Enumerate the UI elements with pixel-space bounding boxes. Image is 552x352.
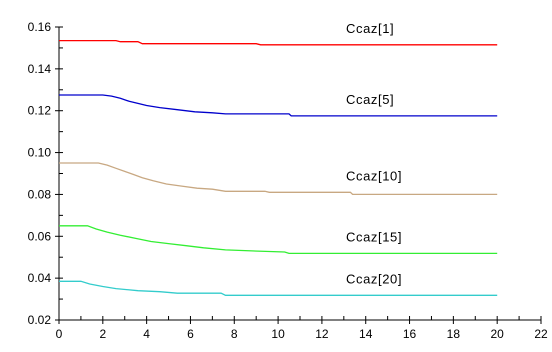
series-line <box>59 39 498 46</box>
series-line <box>59 225 498 255</box>
series-label: Ccaz[15] <box>346 229 402 244</box>
axes: 0.02 0.04 0.06 0.08 0.10 0.12 0.14 0.16 0 2 4 6 8 10 1… <box>28 20 548 341</box>
series-line <box>59 94 498 117</box>
x-tick-label: 6 <box>187 327 194 341</box>
y-tick-label: 0.08 <box>28 187 52 201</box>
series-lines <box>59 39 498 296</box>
x-tick-label: 14 <box>359 327 373 341</box>
x-tick-label: 18 <box>447 327 461 341</box>
x-tick-label: 8 <box>231 327 238 341</box>
series-label: Ccaz[5] <box>346 92 394 107</box>
series-label: Ccaz[20] <box>346 271 402 286</box>
y-tick-label: 0.02 <box>28 313 52 327</box>
series-line <box>59 280 498 296</box>
y-tick-label: 0.06 <box>28 229 52 243</box>
series-label: Ccaz[10] <box>346 168 402 183</box>
y-tick-label: 0.16 <box>28 20 52 34</box>
x-tick-label: 20 <box>491 327 505 341</box>
series-labels: Ccaz[1] Ccaz[5] Ccaz[10] Ccaz[15] Ccaz[20] <box>346 21 402 287</box>
x-tick-label: 12 <box>315 327 329 341</box>
x-tick-label: 22 <box>534 327 548 341</box>
x-tick-label: 4 <box>143 327 150 341</box>
series-label: Ccaz[1] <box>346 21 394 36</box>
y-tick-label: 0.04 <box>28 271 52 285</box>
y-tick-label: 0.10 <box>28 146 52 160</box>
series-line <box>59 162 498 196</box>
y-tick-label: 0.12 <box>28 104 52 118</box>
y-tick-label: 0.14 <box>28 62 52 76</box>
x-tick-label: 16 <box>403 327 417 341</box>
x-tick-label: 0 <box>56 327 63 341</box>
x-tick-label: 10 <box>271 327 285 341</box>
x-tick-label: 2 <box>99 327 106 341</box>
